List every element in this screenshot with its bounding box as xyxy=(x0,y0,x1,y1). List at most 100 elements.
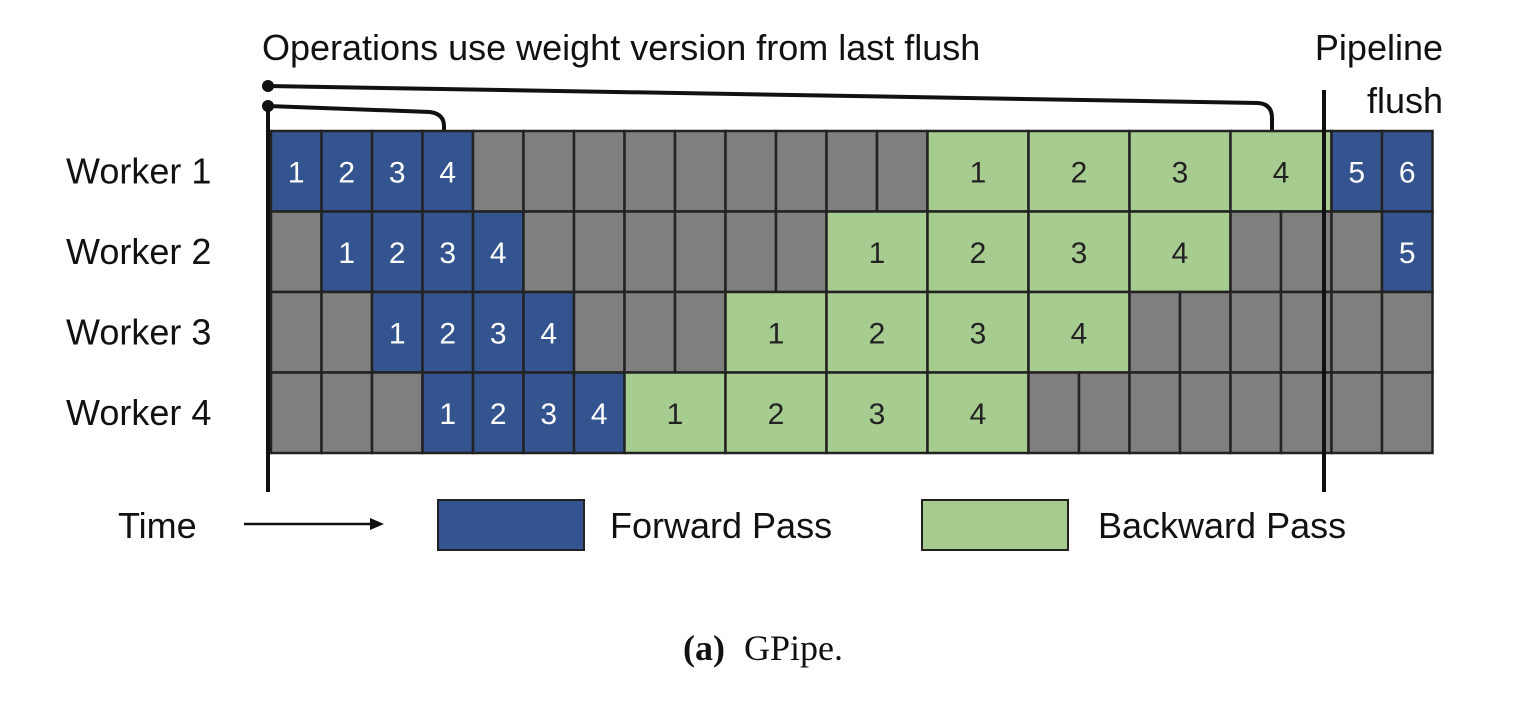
worker-2-idle-cell xyxy=(1229,210,1283,294)
worker-3-idle-cell xyxy=(1380,290,1434,374)
worker-1-forward-microbatch-3: 3 xyxy=(389,156,406,189)
worker-2-backward-microbatch-1: 1 xyxy=(869,237,886,270)
worker-1-forward-cell xyxy=(421,129,475,213)
weight-version-brackets xyxy=(262,80,1274,130)
worker-label-4: Worker 4 xyxy=(66,392,211,433)
worker-2-idle-cell xyxy=(724,210,778,294)
worker-1-idle-cell xyxy=(673,129,727,213)
worker-4-forward-cell xyxy=(522,371,576,455)
worker-2-forward-microbatch-4: 4 xyxy=(490,237,507,270)
worker-3-forward-microbatch-1: 1 xyxy=(389,317,406,350)
worker-3-backward-cell xyxy=(825,290,929,374)
worker-2-idle-cell xyxy=(673,210,727,294)
caption-name: GPipe. xyxy=(744,628,843,668)
worker-2-forward-cell xyxy=(370,210,424,294)
legend-backward-label: Backward Pass xyxy=(1098,505,1346,546)
worker-4-forward-microbatch-3: 3 xyxy=(540,398,557,431)
worker-4-forward-cell xyxy=(572,371,626,455)
worker-2-backward-cell xyxy=(1128,210,1232,294)
worker-3-idle-cell xyxy=(320,290,374,374)
worker-2-backward-microbatch-2: 2 xyxy=(970,237,987,270)
worker-4-backward-cell xyxy=(724,371,828,455)
worker-3-backward-cell xyxy=(1027,290,1131,374)
worker-1-forward-microbatch-4: 4 xyxy=(439,156,456,189)
bracket-long xyxy=(267,84,1274,130)
worker-2-idle-cell xyxy=(269,210,323,294)
worker-1-forward-cell xyxy=(1330,129,1384,213)
worker-4-idle-cell xyxy=(1330,371,1384,455)
worker-4-idle-cell xyxy=(1128,371,1182,455)
worker-3-idle-cell xyxy=(269,290,323,374)
worker-2-forward-microbatch-3: 3 xyxy=(439,237,456,270)
worker-2-idle-cell xyxy=(1330,210,1384,294)
worker-3-idle-cell xyxy=(1330,290,1384,374)
worker-1-forward-microbatch-1: 1 xyxy=(288,156,305,189)
worker-3-backward-microbatch-1: 1 xyxy=(768,317,785,350)
worker-3-idle-cell xyxy=(673,290,727,374)
worker-label-2: Worker 2 xyxy=(66,231,211,272)
worker-4-idle-cell xyxy=(1027,371,1081,455)
caption-prefix: (a) xyxy=(683,628,725,668)
legend-forward-label: Forward Pass xyxy=(610,505,832,546)
worker-3-idle-cell xyxy=(1178,290,1232,374)
worker-3-backward-microbatch-2: 2 xyxy=(869,317,886,350)
worker-4-backward-microbatch-2: 2 xyxy=(768,398,785,431)
worker-label-3: Worker 3 xyxy=(66,311,211,352)
worker-4-backward-microbatch-1: 1 xyxy=(667,398,684,431)
legend-backward-swatch xyxy=(921,499,1069,551)
worker-1-idle-cell xyxy=(875,129,929,213)
worker-labels: Worker 1 Worker 2 Worker 3 Worker 4 xyxy=(66,150,211,433)
worker-4-idle-cell xyxy=(1229,371,1283,455)
worker-4-forward-microbatch-4: 4 xyxy=(591,398,608,431)
worker-3-backward-microbatch-3: 3 xyxy=(970,317,987,350)
worker-1-backward-microbatch-4: 4 xyxy=(1273,156,1290,189)
bracket-short xyxy=(267,104,446,130)
time-arrow-icon xyxy=(244,518,384,530)
worker-1-idle-cell xyxy=(724,129,778,213)
worker-3-backward-microbatch-4: 4 xyxy=(1071,317,1088,350)
worker-4-idle-cell xyxy=(320,371,374,455)
worker-1-idle-cell xyxy=(522,129,576,213)
time-label: Time xyxy=(118,505,197,546)
worker-1-forward-microbatch-6: 6 xyxy=(1399,156,1416,189)
pipeline-flush-label-line2: flush xyxy=(1367,80,1443,121)
legend-forward-swatch xyxy=(437,499,585,551)
worker-4-idle-cell xyxy=(1380,371,1434,455)
worker-4-idle-cell xyxy=(370,371,424,455)
worker-2-backward-microbatch-3: 3 xyxy=(1071,237,1088,270)
worker-3-forward-microbatch-2: 2 xyxy=(439,317,456,350)
worker-2-forward-microbatch-1: 1 xyxy=(338,237,355,270)
worker-1-idle-cell xyxy=(471,129,525,213)
worker-1-backward-microbatch-2: 2 xyxy=(1071,156,1088,189)
worker-1-backward-cell xyxy=(1027,129,1131,213)
weight-version-note: Operations use weight version from last … xyxy=(262,27,980,68)
worker-4-backward-cell xyxy=(926,371,1030,455)
worker-3-forward-microbatch-4: 4 xyxy=(540,317,557,350)
schedule-grid: 1 2 3 4 1 2 3 4 5 61 2 3 4 1 2 3 4 51 2 3 4 1 2 3 41 2 3 4 1 2 3 4 xyxy=(269,129,1434,455)
worker-4-forward-microbatch-2: 2 xyxy=(490,398,507,431)
worker-1-idle-cell xyxy=(623,129,677,213)
worker-2-idle-cell xyxy=(623,210,677,294)
worker-4-forward-cell xyxy=(471,371,525,455)
worker-3-forward-microbatch-3: 3 xyxy=(490,317,507,350)
worker-3-forward-cell xyxy=(421,290,475,374)
worker-1-idle-cell xyxy=(825,129,879,213)
worker-1-backward-microbatch-1: 1 xyxy=(970,156,987,189)
worker-1-forward-microbatch-2: 2 xyxy=(338,156,355,189)
worker-1-forward-microbatch-5: 5 xyxy=(1348,156,1365,189)
worker-2-idle-cell xyxy=(572,210,626,294)
worker-3-idle-cell xyxy=(1128,290,1182,374)
figure-caption: (a) GPipe. xyxy=(683,628,843,668)
worker-1-forward-cell xyxy=(370,129,424,213)
worker-label-1: Worker 1 xyxy=(66,150,211,191)
worker-2-backward-microbatch-4: 4 xyxy=(1172,237,1189,270)
worker-4-idle-cell xyxy=(1077,371,1131,455)
worker-3-idle-cell xyxy=(623,290,677,374)
worker-4-backward-cell xyxy=(623,371,727,455)
worker-3-idle-cell xyxy=(1229,290,1283,374)
worker-1-idle-cell xyxy=(774,129,828,213)
worker-3-idle-cell xyxy=(572,290,626,374)
worker-2-forward-microbatch-5: 5 xyxy=(1399,237,1416,270)
worker-1-forward-cell xyxy=(269,129,323,213)
